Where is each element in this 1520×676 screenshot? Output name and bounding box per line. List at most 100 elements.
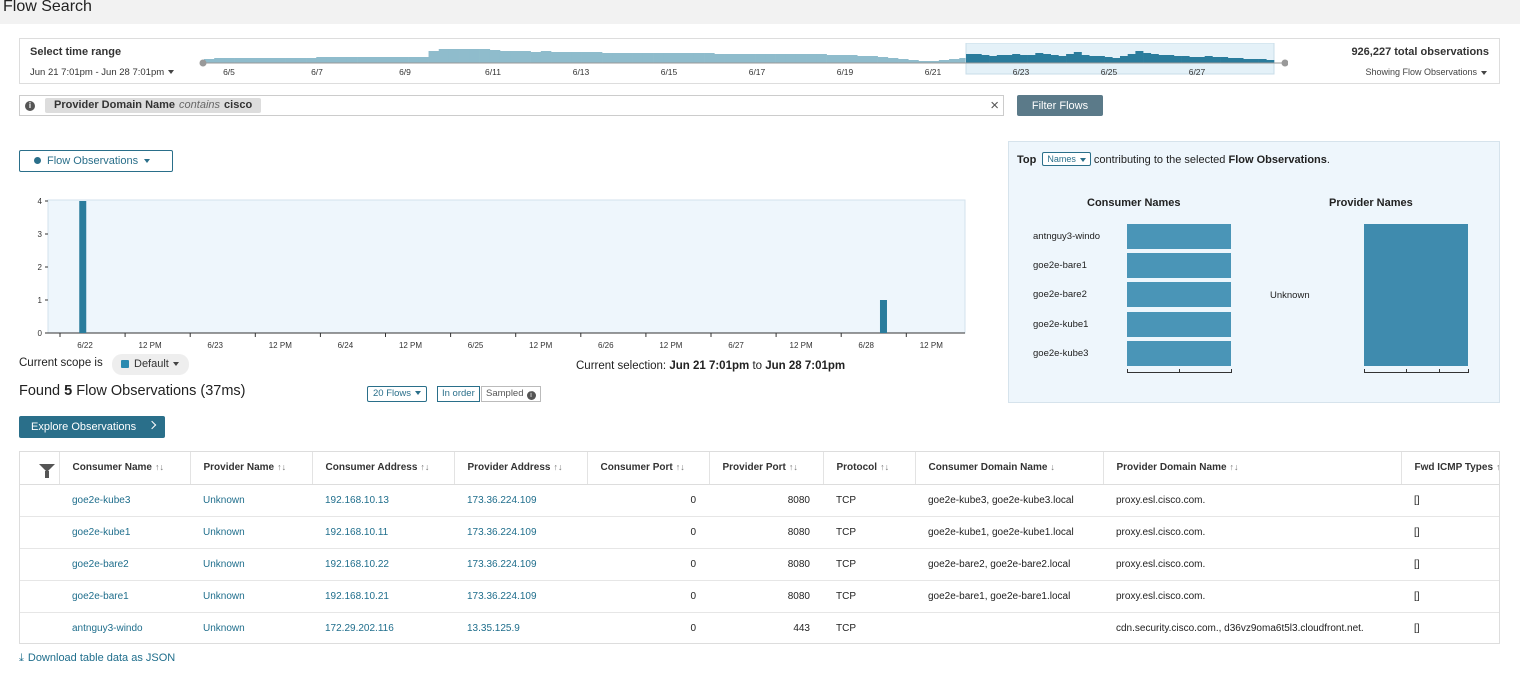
consumer-bar[interactable] <box>1127 224 1231 249</box>
sort-icon[interactable]: ↑↓ <box>788 462 798 473</box>
table-cell[interactable]: 13.35.125.9 <box>467 622 520 634</box>
in-order-toggle[interactable]: In order <box>437 386 480 402</box>
chevron-down-icon <box>172 362 179 367</box>
timeline-bar <box>693 53 705 63</box>
table-cell[interactable]: 173.36.224.109 <box>454 516 587 549</box>
timeline-bar <box>1081 55 1090 63</box>
table-cell: TCP <box>823 516 915 549</box>
sort-icon[interactable]: ↑↓ <box>154 462 164 473</box>
column-header[interactable]: Fwd ICMP Types↑ <box>1401 452 1499 485</box>
consumer-bar[interactable] <box>1127 282 1231 308</box>
timeline-handle-right[interactable] <box>1281 59 1289 67</box>
table-row[interactable]: antnguy3-windo Unknown 172.29.202.116 13.35… <box>20 612 1499 643</box>
table-cell[interactable]: 192.168.10.22 <box>312 548 454 581</box>
filter-operator: contains <box>179 99 221 111</box>
sort-icon[interactable]: ↑↓ <box>420 462 430 473</box>
table-cell[interactable]: 192.168.10.13 <box>312 484 454 517</box>
table-cell: proxy.esl.cisco.com. <box>1103 484 1401 517</box>
table-row[interactable]: goe2e-bare2 Unknown 192.168.10.22 173.36.22… <box>20 548 1499 581</box>
table-row[interactable]: goe2e-kube3 Unknown 192.168.10.13 173.36.22… <box>20 484 1499 517</box>
table-cell[interactable]: goe2e-bare1 <box>59 580 190 613</box>
info-icon[interactable]: i <box>526 391 536 400</box>
column-header[interactable]: Provider Name ↑↓ <box>190 452 313 485</box>
sampled-toggle[interactable]: Sampled i <box>481 386 541 402</box>
table-cell[interactable]: Unknown <box>190 484 312 517</box>
timeline-tick-label: 6/11 <box>485 67 501 77</box>
current-selection: Current selection: Jun 21 7:01pm to Jun … <box>576 360 845 372</box>
filter-column-header[interactable] <box>20 452 60 485</box>
consumer-name-label: goe2e-kube3 <box>1033 347 1089 359</box>
timeline-bar <box>1204 56 1213 63</box>
timeline-bar <box>996 55 1005 63</box>
timeline-handle-left[interactable] <box>199 59 207 67</box>
observations-histogram[interactable]: 0 1 2 3 4 6/22 12 PM 6/23 12 PM 6/24 12 PM 6/25 12 P… <box>25 194 970 354</box>
column-header[interactable]: Consumer Port ↑↓ <box>587 452 710 485</box>
timeline-bar <box>775 54 787 63</box>
consumer-bar[interactable] <box>1127 340 1231 366</box>
timeline-bar <box>1227 58 1236 63</box>
table-row[interactable]: goe2e-kube1 Unknown 192.168.10.11 173.36.22… <box>20 516 1499 549</box>
timeline-bar <box>479 49 491 63</box>
filter-flows-button[interactable]: Filter Flows <box>1017 95 1103 116</box>
filter-input[interactable]: i Provider Domain Name contains cisco × <box>19 95 1004 116</box>
table-cell[interactable]: Unknown <box>190 516 312 549</box>
timeline-bar <box>489 50 501 63</box>
time-range-dropdown[interactable]: Jun 21 7:01pm - Jun 28 7:01pm <box>30 67 175 78</box>
metric-dropdown[interactable]: Flow Observations <box>19 150 173 172</box>
column-header[interactable]: Protocol ↑↓ <box>823 452 916 485</box>
axis-tick <box>1364 369 1365 373</box>
consumer-bar[interactable] <box>1127 311 1231 337</box>
column-header[interactable]: Provider Address ↑↓ <box>454 452 588 485</box>
provider-bar[interactable] <box>1364 224 1468 366</box>
table-cell[interactable]: goe2e-bare2 <box>59 548 190 581</box>
table-cell[interactable]: Unknown <box>190 580 312 613</box>
table-cell[interactable]: 172.29.202.116 <box>325 622 394 634</box>
funnel-icon[interactable] <box>39 464 55 479</box>
chevron-down-icon <box>168 70 175 75</box>
column-header[interactable]: Consumer Domain Name ↓ <box>915 452 1104 485</box>
column-header[interactable]: Provider Port ↑↓ <box>709 452 824 485</box>
names-dropdown[interactable]: Names <box>1042 152 1091 166</box>
scope-dropdown[interactable]: Default <box>112 354 189 375</box>
table-cell[interactable]: antnguy3-windo <box>72 622 143 634</box>
filter-chip[interactable]: Provider Domain Name contains cisco <box>45 98 262 113</box>
close-icon[interactable]: × <box>990 97 999 114</box>
timeline-bar <box>642 53 654 63</box>
sort-icon[interactable]: ↑↓ <box>553 462 563 473</box>
timeline-bar <box>1158 55 1167 63</box>
sort-icon[interactable]: ↑↓ <box>1229 462 1239 473</box>
table-cell[interactable]: 192.168.10.11 <box>312 516 454 549</box>
timeline-bar <box>469 49 480 63</box>
table-cell[interactable]: 173.36.224.109 <box>454 484 587 517</box>
table-cell[interactable]: 192.168.10.21 <box>312 580 454 613</box>
sort-icon[interactable]: ↑ <box>1496 462 1499 472</box>
table-cell[interactable]: goe2e-kube3 <box>59 484 190 517</box>
timeline-bar <box>1143 53 1152 63</box>
consumer-bar[interactable] <box>1127 253 1231 279</box>
table-cell[interactable]: Unknown <box>203 622 245 634</box>
explore-observations-button[interactable]: Explore Observations <box>19 416 165 438</box>
table-header-row: Consumer Name ↑↓ Provider Name ↑↓ Consumer A… <box>20 452 1499 485</box>
column-header[interactable]: Consumer Address ↑↓ <box>312 452 455 485</box>
column-header[interactable]: Consumer Name ↑↓ <box>59 452 191 485</box>
x-tick-label: 6/25 <box>468 341 484 350</box>
sort-icon[interactable]: ↑↓ <box>880 462 890 473</box>
showing-dropdown[interactable]: Showing Flow Observations <box>1365 67 1487 77</box>
table-cell: 443 <box>793 622 810 634</box>
sort-icon[interactable]: ↑↓ <box>277 462 287 473</box>
table-cell[interactable]: goe2e-kube1 <box>59 516 190 549</box>
table-cell[interactable]: Unknown <box>190 548 312 581</box>
info-icon[interactable]: i <box>25 101 35 111</box>
histogram-bar[interactable] <box>79 201 87 333</box>
timeline-bar <box>540 51 552 63</box>
table-cell[interactable]: 173.36.224.109 <box>454 548 587 581</box>
sort-icon[interactable]: ↓ <box>1050 462 1055 473</box>
timeline-brush[interactable]: 6/5 6/7 6/9 6/11 6/13 6/15 6/17 6/19 6/21 6/23 6/2… <box>198 43 1288 81</box>
histogram-bar[interactable] <box>879 300 887 333</box>
sort-icon[interactable]: ↑↓ <box>675 462 685 473</box>
column-header[interactable]: Provider Domain Name ↑↓ <box>1103 452 1402 485</box>
table-cell[interactable]: 173.36.224.109 <box>454 580 587 613</box>
table-row[interactable]: goe2e-bare1 Unknown 192.168.10.21 173.36.22… <box>20 580 1499 613</box>
flows-limit-dropdown[interactable]: 20 Flows <box>367 386 428 402</box>
download-json-link[interactable]: ⤓ Download table data as JSON <box>19 652 175 665</box>
